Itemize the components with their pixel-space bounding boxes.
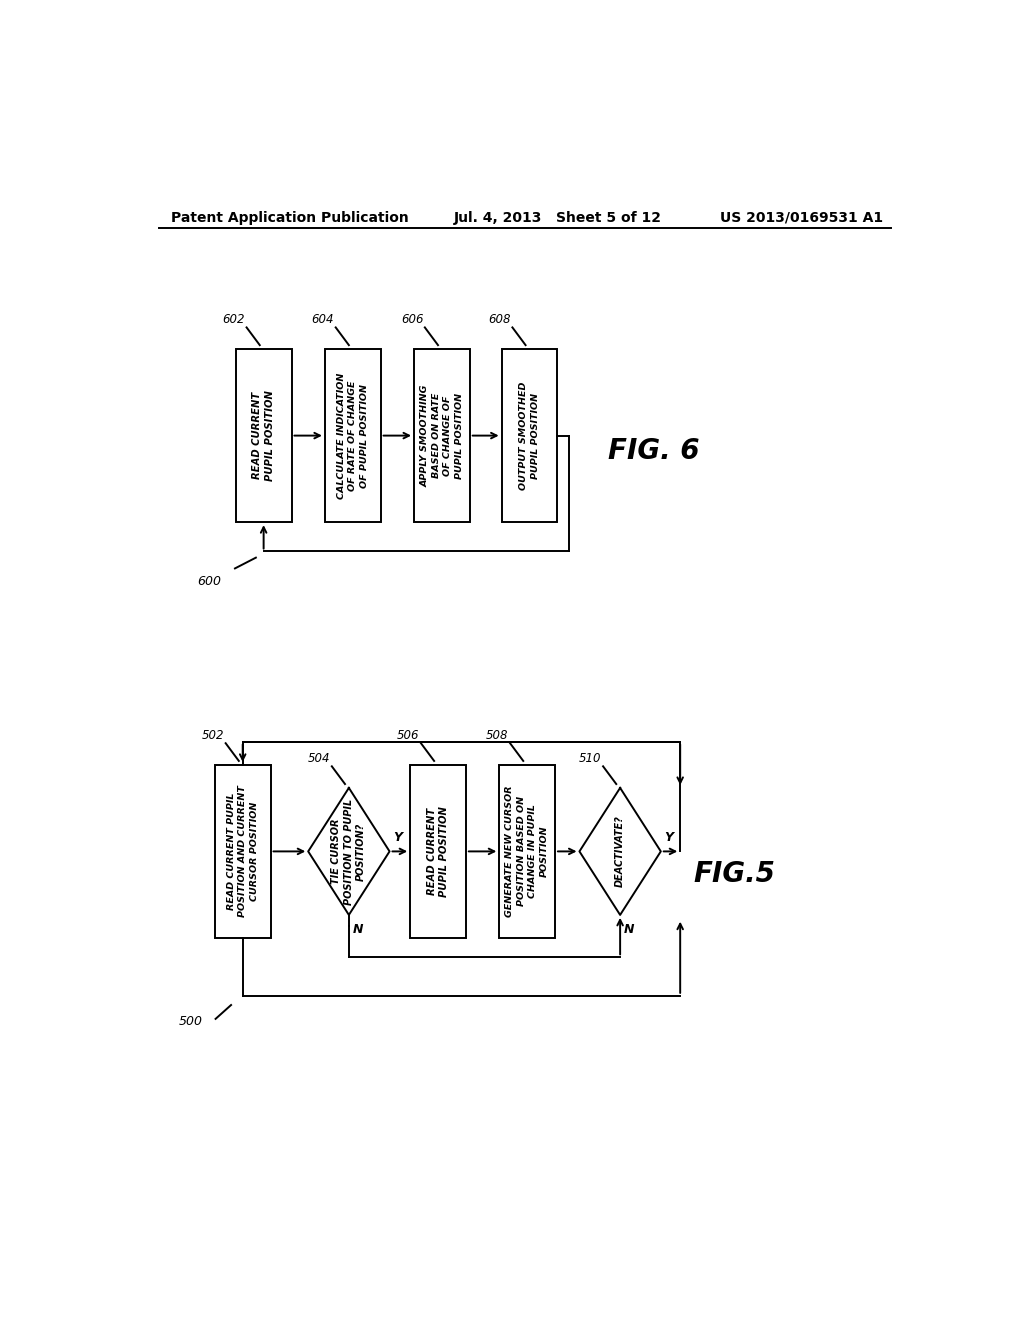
- Polygon shape: [308, 788, 389, 915]
- Text: 502: 502: [202, 729, 224, 742]
- Text: 510: 510: [579, 752, 601, 764]
- Text: US 2013/0169531 A1: US 2013/0169531 A1: [721, 211, 884, 224]
- Text: Patent Application Publication: Patent Application Publication: [171, 211, 409, 224]
- Text: READ CURRENT
PUPIL POSITION: READ CURRENT PUPIL POSITION: [427, 807, 450, 896]
- Text: TIE CURSOR
POSITION TO PUPIL
POSITION?: TIE CURSOR POSITION TO PUPIL POSITION?: [332, 799, 367, 904]
- Text: Y: Y: [393, 830, 402, 843]
- Text: 504: 504: [308, 752, 331, 764]
- Text: N: N: [624, 923, 635, 936]
- Text: Y: Y: [665, 830, 674, 843]
- Text: 608: 608: [488, 313, 511, 326]
- Bar: [325, 348, 381, 523]
- Text: GENERATE NEW CURSOR
POSITION BASED ON
CHANGE IN PUPIL
POSITION: GENERATE NEW CURSOR POSITION BASED ON CH…: [506, 785, 549, 917]
- Polygon shape: [580, 788, 660, 915]
- Text: 602: 602: [222, 313, 245, 326]
- Text: OUTPUT SMOOTHED
PUPIL POSITION: OUTPUT SMOOTHED PUPIL POSITION: [519, 381, 540, 490]
- Text: READ CURRENT
PUPIL POSITION: READ CURRENT PUPIL POSITION: [252, 391, 275, 480]
- Text: Jul. 4, 2013   Sheet 5 of 12: Jul. 4, 2013 Sheet 5 of 12: [454, 211, 662, 224]
- Bar: [502, 348, 557, 523]
- Text: FIG.5: FIG.5: [693, 861, 775, 888]
- Text: APPLY SMOOTHING
BASED ON RATE
OF CHANGE OF
PUPIL POSITION: APPLY SMOOTHING BASED ON RATE OF CHANGE …: [420, 384, 464, 487]
- Text: DEACTIVATE?: DEACTIVATE?: [615, 816, 625, 887]
- Bar: [215, 764, 270, 939]
- Text: 606: 606: [400, 313, 423, 326]
- Text: N: N: [352, 923, 364, 936]
- Text: FIG. 6: FIG. 6: [608, 437, 700, 465]
- Text: CALCULATE INDICATION
OF RATE OF CHANGE
OF PUPIL POSITION: CALCULATE INDICATION OF RATE OF CHANGE O…: [337, 372, 369, 499]
- Text: READ CURRENT PUPIL
POSITION AND CURRENT
CURSOR POSITION: READ CURRENT PUPIL POSITION AND CURRENT …: [226, 785, 259, 917]
- Text: 600: 600: [197, 574, 221, 587]
- Bar: [500, 764, 555, 939]
- Text: 500: 500: [178, 1015, 203, 1028]
- Text: 604: 604: [311, 313, 334, 326]
- Text: 506: 506: [397, 729, 420, 742]
- Bar: [236, 348, 292, 523]
- Bar: [410, 764, 466, 939]
- Bar: [414, 348, 470, 523]
- Text: 508: 508: [486, 729, 509, 742]
